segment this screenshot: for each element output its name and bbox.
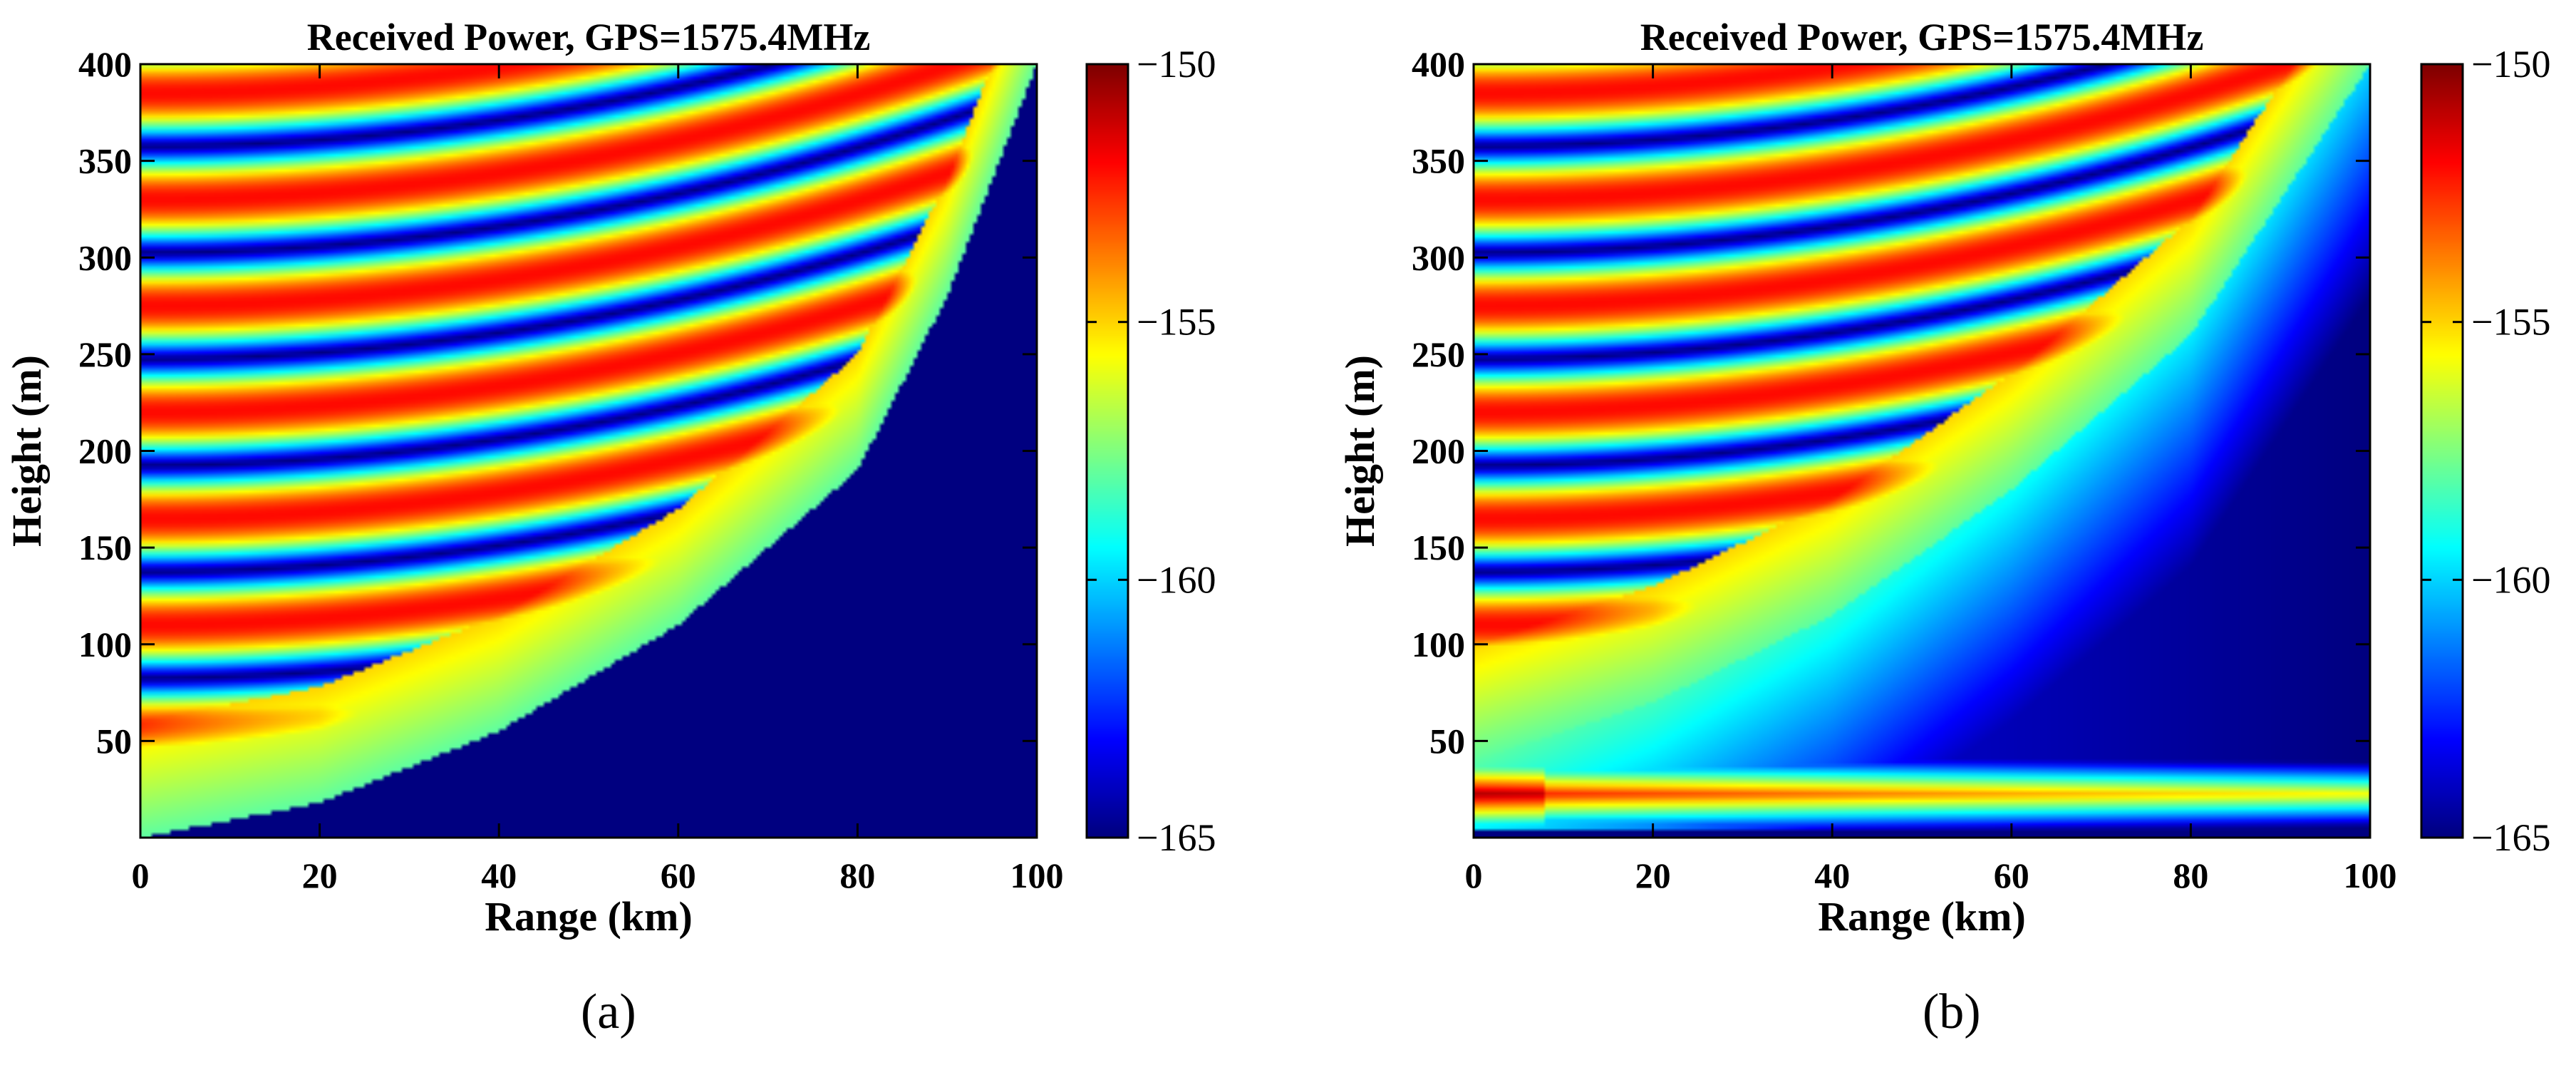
panel-caption-b: (b) [1923, 984, 1981, 1039]
colorbar-tick-label: −155 [2471, 301, 2550, 344]
y-tick-label: 250 [1412, 334, 1465, 374]
y-tick-label: 400 [1412, 44, 1465, 84]
colorbar-gradient [1087, 64, 1128, 838]
y-tick-label: 50 [96, 721, 132, 761]
colorbar-frame [2420, 63, 2464, 839]
heatmap-image [140, 64, 1037, 838]
y-axis-label: Height (m) [1337, 355, 1383, 547]
colorbar-tick-label: −155 [1137, 301, 1216, 344]
heatmap-image [1474, 64, 2370, 838]
y-tick-label: 250 [78, 334, 132, 374]
x-tick-label: 60 [1994, 855, 2029, 895]
colorbar-tick-label: −150 [1137, 43, 1216, 86]
panel-caption-a: (a) [581, 984, 636, 1039]
y-tick-label: 300 [78, 237, 132, 277]
x-tick-label: 40 [1814, 855, 1850, 895]
y-tick-label: 300 [1412, 237, 1465, 277]
y-tick-label: 100 [1412, 624, 1465, 664]
x-tick-label: 0 [1465, 855, 1483, 895]
colorbar-tick-label: −165 [2471, 816, 2550, 859]
chart-title: Received Power, GPS=1575.4MHz [1640, 16, 2204, 58]
y-tick-label: 100 [78, 624, 132, 664]
y-tick-label: 350 [78, 141, 132, 181]
colorbar-tick-label: −160 [2471, 558, 2550, 601]
x-tick-label: 0 [132, 855, 150, 895]
colorbar-frame [1085, 63, 1129, 839]
colorbar-tick-label: −150 [2471, 43, 2550, 86]
y-tick-label: 200 [1412, 431, 1465, 471]
colorbar-tick-label: −160 [1137, 558, 1216, 601]
x-tick-label: 80 [2173, 855, 2208, 895]
colorbar: −150 −155 −160 −165 [1085, 43, 1216, 859]
x-tick-label: 100 [1010, 855, 1064, 895]
x-tick-label: 40 [481, 855, 517, 895]
y-tick-label: 150 [78, 528, 132, 567]
x-tick-label: 20 [1635, 855, 1671, 895]
y-tick-label: 200 [78, 431, 132, 471]
y-axis-label: Height (m) [4, 355, 50, 547]
x-tick-label: 60 [661, 855, 696, 895]
y-tick-label: 150 [1412, 528, 1465, 567]
colorbar: −150 −155 −160 −165 [2420, 43, 2550, 859]
x-axis-label: Range (km) [1818, 893, 2026, 940]
chart-panel-a: 0 20 40 60 80 100 50 100 150 200 250 300 350 400 Recei… [4, 16, 1216, 940]
chart-panel-b: 0 20 40 60 80 100 50 100 150 200 250 300 350 400 Recei… [1337, 16, 2550, 940]
y-tick-label: 50 [1429, 721, 1465, 761]
x-tick-label: 20 [302, 855, 338, 895]
x-axis-label: Range (km) [485, 893, 693, 940]
y-tick-label: 400 [78, 44, 132, 84]
chart-title: Received Power, GPS=1575.4MHz [307, 16, 871, 58]
y-tick-label: 350 [1412, 141, 1465, 181]
colorbar-tick-label: −165 [1137, 816, 1216, 859]
x-tick-label: 100 [2344, 855, 2397, 895]
colorbar-gradient [2421, 64, 2463, 838]
x-tick-label: 80 [839, 855, 875, 895]
